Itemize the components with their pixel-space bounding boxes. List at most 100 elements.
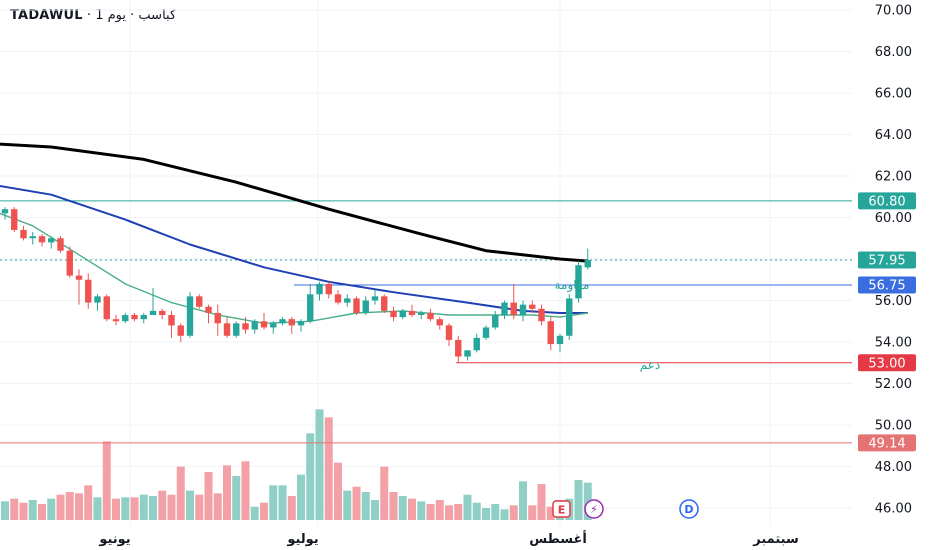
candle-body[interactable] xyxy=(307,294,314,322)
candle-body[interactable] xyxy=(316,283,323,295)
volume-bar xyxy=(1,501,9,520)
candle-body[interactable] xyxy=(455,339,462,357)
level-resistance-tag[interactable] xyxy=(858,276,916,294)
candle-body[interactable] xyxy=(94,296,101,303)
level-support-tag[interactable] xyxy=(858,354,916,372)
volume-bar xyxy=(93,497,102,520)
candle-body[interactable] xyxy=(223,323,231,336)
volume-bar xyxy=(84,485,93,520)
candle-body[interactable] xyxy=(418,312,425,316)
header-symbol: كباسب xyxy=(138,8,177,23)
price-tick-label: 52.00 xyxy=(875,377,912,392)
candle-body[interactable] xyxy=(547,321,554,345)
candle-body[interactable] xyxy=(103,296,110,320)
candle-body[interactable] xyxy=(270,323,277,328)
candle-body[interactable] xyxy=(575,265,582,299)
candle-body[interactable] xyxy=(48,238,55,243)
candle-body[interactable] xyxy=(556,335,564,345)
price-tick-label: 60.00 xyxy=(875,211,912,226)
volume-bar xyxy=(482,508,490,520)
volume-bar xyxy=(130,497,139,520)
volume-bar xyxy=(56,494,65,520)
split-marker[interactable] xyxy=(679,499,699,519)
candle-body[interactable] xyxy=(186,296,194,336)
candle-body[interactable] xyxy=(399,310,406,318)
last-price-tag[interactable] xyxy=(858,251,916,269)
volume-bar xyxy=(102,441,111,520)
volume-bar xyxy=(491,504,500,520)
candle-body[interactable] xyxy=(168,315,175,326)
candle-body[interactable] xyxy=(510,302,517,316)
price-tick-label: 66.00 xyxy=(875,87,912,102)
candle-body[interactable] xyxy=(11,209,18,230)
candle-body[interactable] xyxy=(20,229,27,239)
candle-body[interactable] xyxy=(260,321,268,328)
candle-body[interactable] xyxy=(519,304,527,316)
price-tick-label: 46.00 xyxy=(875,502,912,517)
volume-bar xyxy=(574,480,583,520)
candle-body[interactable] xyxy=(177,325,184,336)
candle-body[interactable] xyxy=(57,238,64,251)
candle-body[interactable] xyxy=(205,306,212,313)
candle-body[interactable] xyxy=(251,321,258,330)
candle-body[interactable] xyxy=(353,298,360,313)
candle-body[interactable] xyxy=(242,323,249,330)
candle-body[interactable] xyxy=(29,236,36,239)
candle-body[interactable] xyxy=(131,315,138,320)
candle-body[interactable] xyxy=(529,304,536,309)
candle-body[interactable] xyxy=(381,296,388,311)
candle-body[interactable] xyxy=(1,209,9,214)
volume-bar xyxy=(47,498,56,520)
candle-body[interactable] xyxy=(501,302,508,316)
earnings-marker[interactable] xyxy=(552,500,571,518)
candle-body[interactable] xyxy=(85,279,92,303)
volume-bar xyxy=(223,465,231,520)
candle-body[interactable] xyxy=(233,323,240,336)
volume-bars xyxy=(1,409,592,520)
candle-body[interactable] xyxy=(196,296,203,307)
price-tick-label: 64.00 xyxy=(875,128,912,143)
month-label: سبتمبر xyxy=(752,532,799,547)
candle-body[interactable] xyxy=(362,300,369,313)
level-volume-tag[interactable] xyxy=(858,434,916,452)
candle-body[interactable] xyxy=(473,337,480,351)
candle-body[interactable] xyxy=(344,298,351,303)
candle-body[interactable] xyxy=(214,312,221,324)
candle-body[interactable] xyxy=(112,319,120,322)
candle-body[interactable] xyxy=(75,275,83,280)
candle-body[interactable] xyxy=(482,327,490,338)
candle-body[interactable] xyxy=(436,319,443,326)
level-top-tag[interactable] xyxy=(858,192,916,210)
price-tick-label: 50.00 xyxy=(875,419,912,434)
candle-body[interactable] xyxy=(288,319,295,326)
month-label: يوليو xyxy=(286,532,318,547)
candle-body[interactable] xyxy=(38,236,46,243)
candle-body[interactable] xyxy=(584,260,591,268)
candle-body[interactable] xyxy=(408,310,416,316)
candle-body[interactable] xyxy=(279,319,286,324)
volume-bar xyxy=(176,466,185,520)
candle-body[interactable] xyxy=(66,250,73,276)
candle-body[interactable] xyxy=(464,350,471,357)
candle-body[interactable] xyxy=(445,325,453,340)
candle-body[interactable] xyxy=(325,283,332,295)
candle-body[interactable] xyxy=(390,310,397,318)
candle-body[interactable] xyxy=(492,315,499,328)
candle-body[interactable] xyxy=(538,308,545,322)
candle-body[interactable] xyxy=(371,296,379,301)
dividend-marker[interactable] xyxy=(584,499,604,519)
candle-body[interactable] xyxy=(427,312,434,320)
candle-body[interactable] xyxy=(566,298,573,336)
candle-body[interactable] xyxy=(149,310,157,316)
support-label: دعم xyxy=(640,358,661,372)
volume-bar xyxy=(204,472,213,520)
volume-bar xyxy=(408,498,416,520)
candle-body[interactable] xyxy=(297,321,305,326)
volume-bar xyxy=(398,496,407,520)
candle-body[interactable] xyxy=(140,315,147,320)
candle-body[interactable] xyxy=(122,315,129,322)
candle-body[interactable] xyxy=(159,310,166,316)
volume-bar xyxy=(306,433,315,520)
candle-body[interactable] xyxy=(334,294,342,303)
